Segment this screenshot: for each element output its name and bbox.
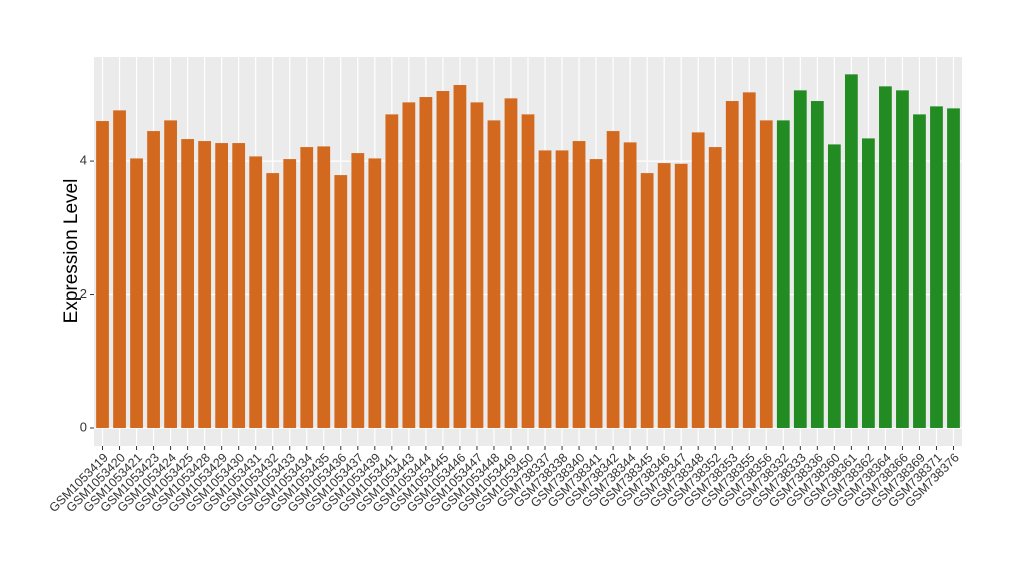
bar (538, 150, 552, 428)
bar (147, 131, 160, 428)
bar (913, 114, 926, 428)
bar (385, 114, 399, 428)
bar (691, 132, 705, 428)
bar (232, 143, 246, 428)
bar (674, 163, 688, 428)
bar (708, 147, 722, 428)
bar (879, 86, 892, 428)
bar (487, 120, 501, 428)
bar (776, 120, 790, 428)
y-tick-label: 4 (80, 153, 87, 168)
bar (896, 90, 909, 428)
bar (623, 142, 637, 428)
bar (640, 173, 654, 428)
bar (947, 108, 960, 428)
bar (351, 153, 365, 428)
bar (96, 121, 109, 428)
bar (759, 120, 773, 428)
bar (113, 110, 126, 428)
bar (181, 139, 194, 428)
bar (283, 159, 297, 428)
y-tick-label: 0 (80, 419, 87, 434)
bar (827, 144, 841, 428)
bar (334, 175, 348, 428)
bar (368, 158, 382, 428)
bar (725, 101, 739, 428)
bar (657, 163, 671, 428)
bar (862, 138, 875, 428)
bar (198, 141, 212, 428)
bar (300, 147, 314, 428)
bar (793, 90, 807, 428)
bar (419, 97, 433, 428)
bar (521, 114, 535, 428)
bar (266, 173, 280, 428)
bar (470, 102, 484, 428)
bar (742, 92, 756, 428)
bar (572, 141, 586, 428)
bar (402, 102, 416, 428)
bar (436, 91, 450, 428)
y-axis-label: Expression Level (61, 179, 82, 324)
bar (317, 146, 331, 428)
bar (606, 131, 620, 428)
bar (215, 143, 229, 428)
bar (555, 150, 569, 428)
bar (249, 156, 263, 428)
bar (844, 74, 858, 428)
bar (453, 85, 467, 428)
bar (589, 159, 603, 428)
bar (810, 101, 824, 428)
bar (930, 106, 943, 428)
bar (164, 120, 177, 428)
bar (130, 158, 143, 428)
bar (504, 98, 518, 428)
y-tick-label: 2 (80, 286, 87, 301)
